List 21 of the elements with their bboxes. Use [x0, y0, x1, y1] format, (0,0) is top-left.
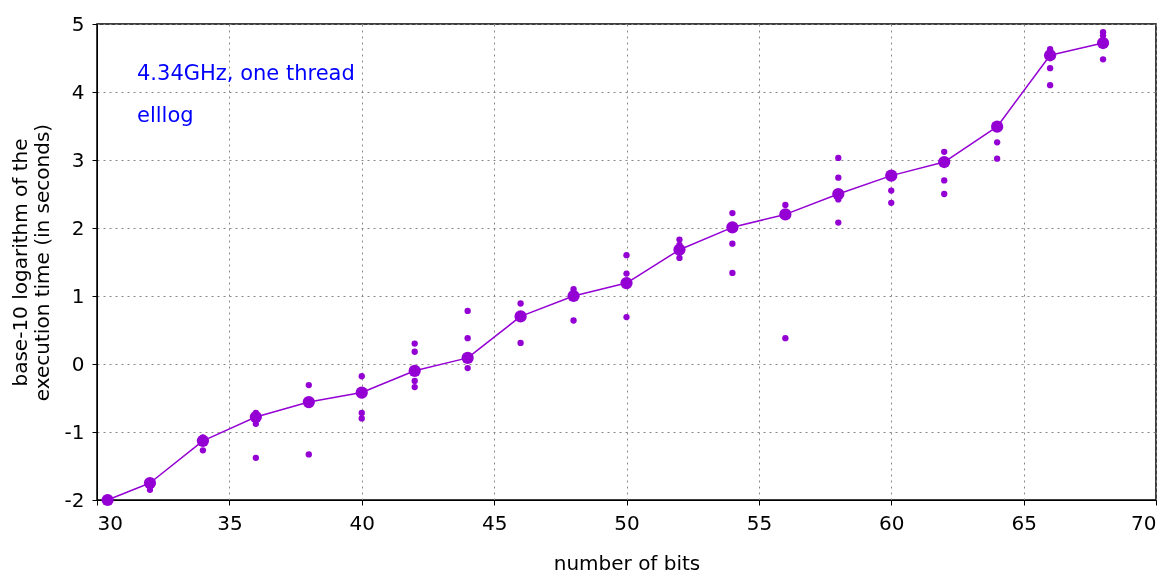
y-tick-label: 1: [71, 283, 85, 308]
y-tick-label: 5: [71, 11, 85, 36]
x-tick-label: 35: [217, 510, 243, 535]
x-tick-label: 40: [349, 510, 375, 535]
y-tick-label: -1: [64, 419, 85, 444]
x-tick-label: 60: [879, 510, 905, 535]
x-tick-label: 70: [1131, 510, 1157, 535]
y-tick-label: 3: [71, 147, 85, 172]
y-tick-label: -2: [64, 487, 85, 512]
x-tick-label: 65: [1011, 510, 1037, 535]
y-tick-label: 0: [71, 351, 85, 376]
x-tick-label: 45: [481, 510, 508, 535]
x-tick-label: 55: [746, 510, 773, 535]
x-axis-title: number of bits: [553, 550, 701, 575]
y-tick-label: 4: [71, 79, 85, 104]
annotation: elllog: [137, 103, 194, 127]
x-tick-label: 30: [97, 510, 123, 535]
x-tick-label: 50: [614, 510, 640, 535]
y-tick-label: 2: [71, 215, 85, 240]
y-axis-title: base-10 logarithm of the execution time (in seconds): [7, 123, 54, 402]
annotation: 4.34GHz, one thread: [137, 61, 355, 85]
